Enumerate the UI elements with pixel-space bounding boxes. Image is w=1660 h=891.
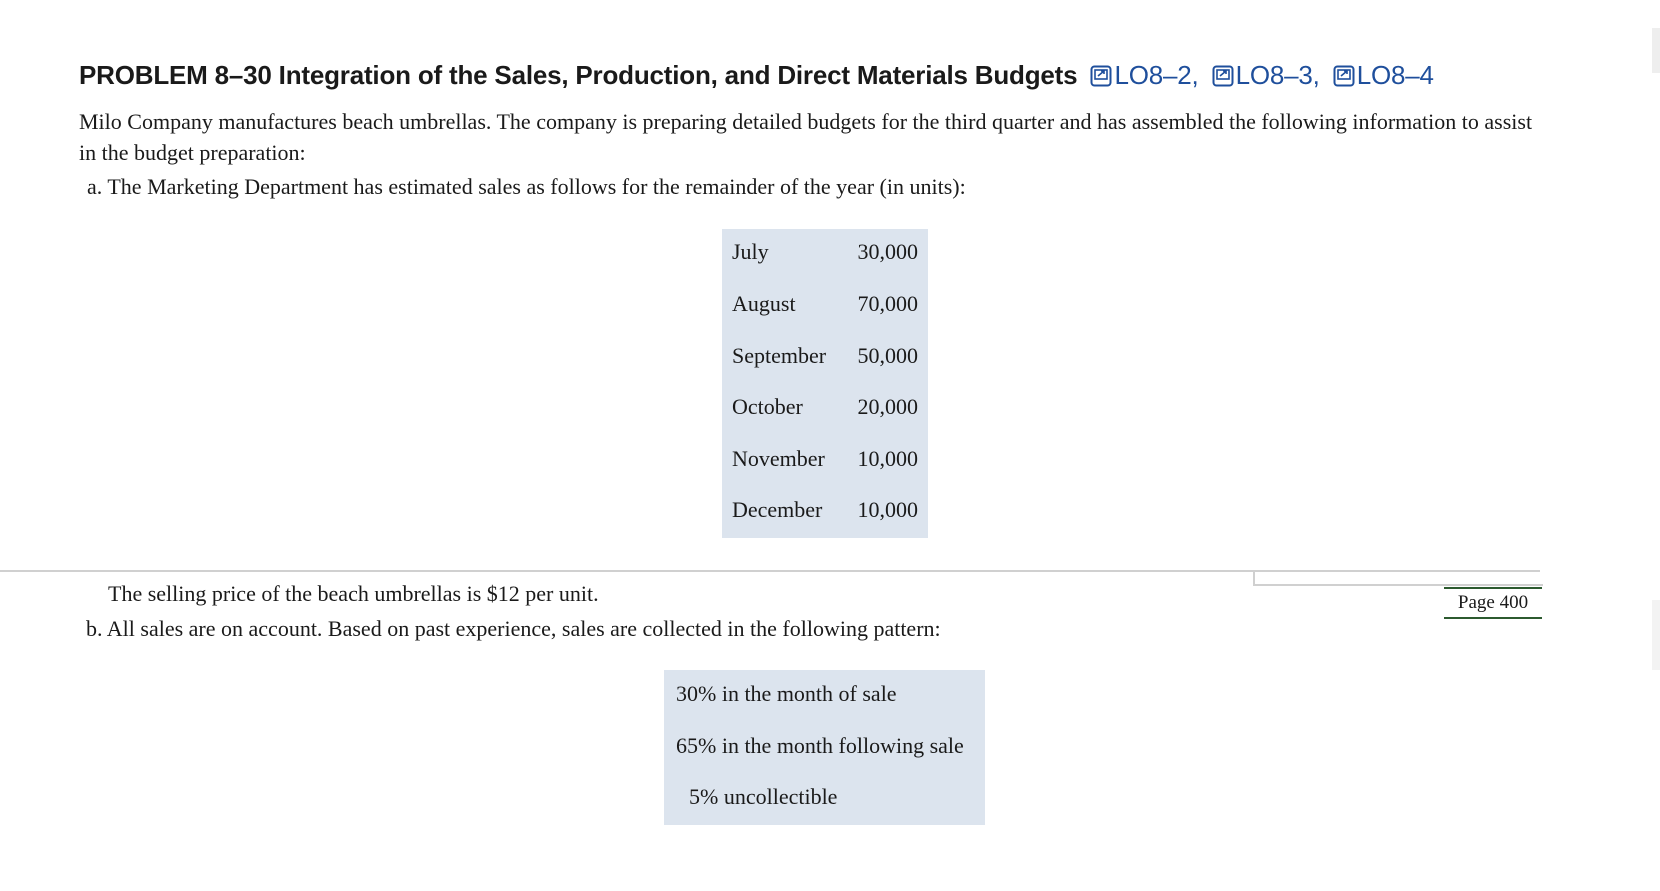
- page-break-corner: [1253, 572, 1543, 586]
- units-cell: 10,000: [857, 497, 919, 522]
- external-link-icon[interactable]: [1333, 63, 1355, 94]
- collection-pattern-table: 30% in the month of sale 65% in the mont…: [664, 670, 985, 825]
- lo-link-2[interactable]: LO8–3,: [1235, 60, 1320, 90]
- list-item: 30% in the month of sale: [676, 681, 897, 706]
- units-cell: 70,000: [857, 291, 919, 316]
- table-row: October 20,000: [732, 394, 918, 420]
- intro-paragraph: Milo Company manufactures beach umbrella…: [79, 109, 1533, 165]
- table-row: July 30,000: [732, 239, 918, 265]
- units-cell: 30,000: [857, 239, 919, 264]
- lo-link-1[interactable]: LO8–2,: [1114, 60, 1199, 90]
- table-row: August 70,000: [732, 291, 918, 317]
- list-item: 5% uncollectible: [689, 784, 838, 809]
- month-cell: September: [732, 343, 827, 368]
- price-line: The selling price of the beach umbrellas…: [108, 581, 599, 606]
- list-item: 65% in the month following sale: [676, 733, 964, 758]
- units-cell: 50,000: [857, 343, 919, 368]
- scroll-edge: [1652, 600, 1660, 670]
- lo-link-3[interactable]: LO8–4: [1356, 60, 1434, 90]
- month-cell: August: [732, 291, 796, 316]
- month-cell: November: [732, 446, 825, 471]
- sales-table: July 30,000 August 70,000 September 50,0…: [722, 229, 928, 538]
- page-number-label: Page 400: [1444, 587, 1542, 619]
- page-break-divider: [0, 570, 1540, 572]
- scroll-edge: [1652, 28, 1660, 73]
- external-link-icon[interactable]: [1090, 63, 1112, 94]
- problem-title: PROBLEM 8–30 Integration of the Sales, P…: [79, 60, 1078, 90]
- month-cell: December: [732, 497, 823, 522]
- table-row: December 10,000: [732, 497, 918, 523]
- problem-heading: PROBLEM 8–30 Integration of the Sales, P…: [79, 60, 1434, 94]
- item-b-text: b. All sales are on account. Based on pa…: [86, 616, 941, 641]
- item-a-text: a. The Marketing Department has estimate…: [87, 174, 966, 199]
- units-cell: 10,000: [857, 446, 919, 471]
- units-cell: 20,000: [857, 394, 919, 419]
- external-link-icon[interactable]: [1212, 63, 1234, 94]
- table-row: September 50,000: [732, 343, 918, 369]
- month-cell: July: [732, 239, 769, 264]
- month-cell: October: [732, 394, 803, 419]
- table-row: November 10,000: [732, 446, 918, 472]
